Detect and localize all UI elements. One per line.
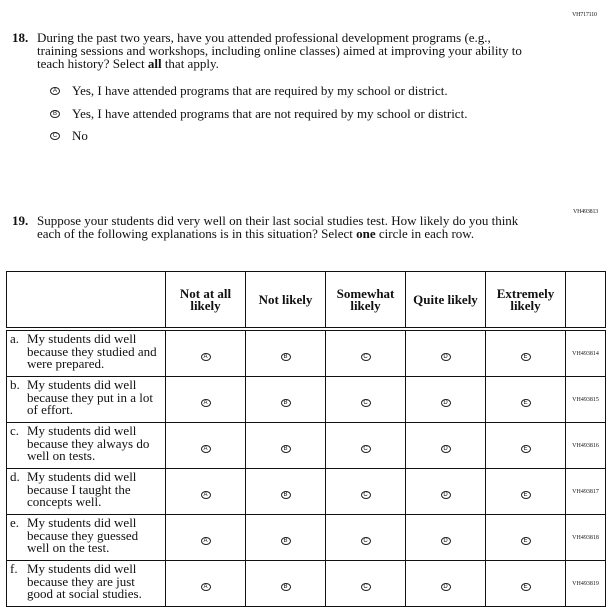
answer-cell[interactable]: E bbox=[485, 422, 566, 469]
item-code: VH717110 bbox=[572, 12, 597, 18]
answer-cell[interactable]: A bbox=[165, 514, 246, 561]
answer-cell[interactable]: B bbox=[245, 514, 326, 561]
answer-bubble-icon[interactable]: B bbox=[280, 444, 291, 453]
answer-cell[interactable]: A bbox=[165, 376, 246, 423]
item-code: VH493813 bbox=[573, 209, 599, 215]
option-label: No bbox=[72, 128, 88, 143]
answer-cell[interactable]: C bbox=[325, 376, 406, 423]
answer-bubble-icon[interactable]: B bbox=[280, 398, 291, 407]
answer-bubble-icon[interactable]: A bbox=[200, 490, 211, 499]
question-number: 18. bbox=[12, 30, 29, 45]
answer-cell[interactable]: C bbox=[325, 328, 406, 377]
answer-cell[interactable]: C bbox=[325, 514, 406, 561]
option-label: Yes, I have attended programs that are n… bbox=[72, 106, 468, 121]
answer-cell[interactable]: E bbox=[485, 514, 566, 561]
answer-bubble-icon[interactable]: A bbox=[200, 444, 211, 453]
answer-bubble-icon[interactable]: E bbox=[520, 536, 531, 545]
header-blank bbox=[6, 271, 166, 331]
answer-cell[interactable]: D bbox=[405, 328, 486, 377]
answer-cell[interactable]: B bbox=[245, 422, 326, 469]
answer-bubble-icon[interactable]: A bbox=[200, 352, 211, 361]
option-c[interactable]: C No bbox=[50, 128, 88, 144]
answer-cell[interactable]: B bbox=[245, 376, 326, 423]
item-code: VH493816 bbox=[565, 422, 606, 469]
column-header: Extremely likely bbox=[485, 271, 566, 331]
answer-bubble-icon[interactable]: E bbox=[520, 444, 531, 453]
answer-cell[interactable]: D bbox=[405, 376, 486, 423]
answer-bubble-icon[interactable]: C bbox=[360, 398, 371, 407]
column-header: Somewhat likely bbox=[325, 271, 406, 331]
answer-cell[interactable]: B bbox=[245, 560, 326, 607]
answer-cell[interactable]: A bbox=[165, 422, 246, 469]
item-code: VH493817 bbox=[565, 468, 606, 515]
table-row: d. My students did well because I taught … bbox=[6, 468, 606, 515]
answer-cell[interactable]: D bbox=[405, 468, 486, 515]
answer-bubble-icon[interactable]: C bbox=[360, 490, 371, 499]
row-label: e. My students did well because they gues… bbox=[6, 514, 166, 561]
answer-bubble-icon[interactable]: D bbox=[440, 490, 451, 499]
answer-bubble-icon[interactable]: D bbox=[440, 536, 451, 545]
item-code: VH493818 bbox=[565, 514, 606, 561]
answer-bubble-icon[interactable]: B bbox=[280, 352, 291, 361]
answer-bubble-icon[interactable]: B bbox=[280, 490, 291, 499]
column-header: Quite likely bbox=[405, 271, 486, 331]
table-row: b. My students did well because they put … bbox=[6, 376, 606, 423]
table-row: c. My students did well because they alwa… bbox=[6, 422, 606, 469]
column-header: Not at all likely bbox=[165, 271, 246, 331]
answer-bubble-icon[interactable]: B bbox=[280, 536, 291, 545]
answer-bubble-icon[interactable]: C bbox=[360, 352, 371, 361]
table-row: a. My students did well because they stud… bbox=[6, 328, 606, 377]
answer-cell[interactable]: D bbox=[405, 514, 486, 561]
answer-cell[interactable]: E bbox=[485, 560, 566, 607]
question-19: 19. Suppose your students did very well … bbox=[12, 214, 542, 240]
item-code: VH493819 bbox=[565, 560, 606, 607]
item-code: VH493815 bbox=[565, 376, 606, 423]
answer-bubble-icon[interactable]: C bbox=[360, 444, 371, 453]
answer-bubble-icon[interactable]: E bbox=[520, 352, 531, 361]
answer-cell[interactable]: C bbox=[325, 468, 406, 515]
question-text: During the past two years, have you atte… bbox=[37, 30, 522, 71]
answer-cell[interactable]: A bbox=[165, 468, 246, 515]
answer-bubble-icon[interactable]: D bbox=[440, 352, 451, 361]
answer-bubble-icon[interactable]: B bbox=[50, 110, 60, 118]
likelihood-grid: Not at all likely Not likely Somewhat like… bbox=[6, 271, 606, 607]
row-label: f. My students did well because they are … bbox=[6, 560, 166, 607]
answer-bubble-icon[interactable]: A bbox=[200, 536, 211, 545]
answer-cell[interactable]: E bbox=[485, 376, 566, 423]
answer-bubble-icon[interactable]: C bbox=[50, 132, 60, 140]
option-b[interactable]: B Yes, I have attended programs that are … bbox=[50, 106, 467, 122]
answer-cell[interactable]: B bbox=[245, 328, 326, 377]
row-label: a. My students did well because they stud… bbox=[6, 328, 166, 377]
answer-cell[interactable]: A bbox=[165, 328, 246, 377]
item-code: VH493814 bbox=[565, 328, 606, 377]
answer-cell[interactable]: E bbox=[485, 328, 566, 377]
row-label: b. My students did well because they put … bbox=[6, 376, 166, 423]
answer-bubble-icon[interactable]: D bbox=[440, 444, 451, 453]
question-number: 19. bbox=[12, 213, 29, 228]
table-row: f. My students did well because they are … bbox=[6, 560, 606, 607]
answer-cell[interactable]: C bbox=[325, 560, 406, 607]
answer-bubble-icon[interactable]: E bbox=[520, 398, 531, 407]
answer-cell[interactable]: A bbox=[165, 560, 246, 607]
answer-bubble-icon[interactable]: A bbox=[200, 398, 211, 407]
question-18: 18. During the past two years, have you … bbox=[12, 31, 522, 70]
answer-cell[interactable]: B bbox=[245, 468, 326, 515]
row-label: c. My students did well because they alwa… bbox=[6, 422, 166, 469]
answer-bubble-icon[interactable]: A bbox=[50, 87, 60, 95]
answer-bubble-icon[interactable]: E bbox=[520, 490, 531, 499]
question-text: Suppose your students did very well on t… bbox=[37, 213, 519, 241]
answer-cell[interactable]: D bbox=[405, 422, 486, 469]
answer-cell[interactable]: E bbox=[485, 468, 566, 515]
table-row: e. My students did well because they gues… bbox=[6, 514, 606, 561]
answer-bubble-icon[interactable]: C bbox=[360, 536, 371, 545]
option-label: Yes, I have attended programs that are r… bbox=[72, 83, 448, 98]
answer-bubble-icon[interactable]: D bbox=[440, 398, 451, 407]
row-label: d. My students did well because I taught … bbox=[6, 468, 166, 515]
column-header: Not likely bbox=[245, 271, 326, 331]
answer-cell[interactable]: D bbox=[405, 560, 486, 607]
answer-cell[interactable]: C bbox=[325, 422, 406, 469]
header-blank bbox=[565, 271, 606, 331]
option-a[interactable]: A Yes, I have attended programs that are … bbox=[50, 83, 448, 99]
